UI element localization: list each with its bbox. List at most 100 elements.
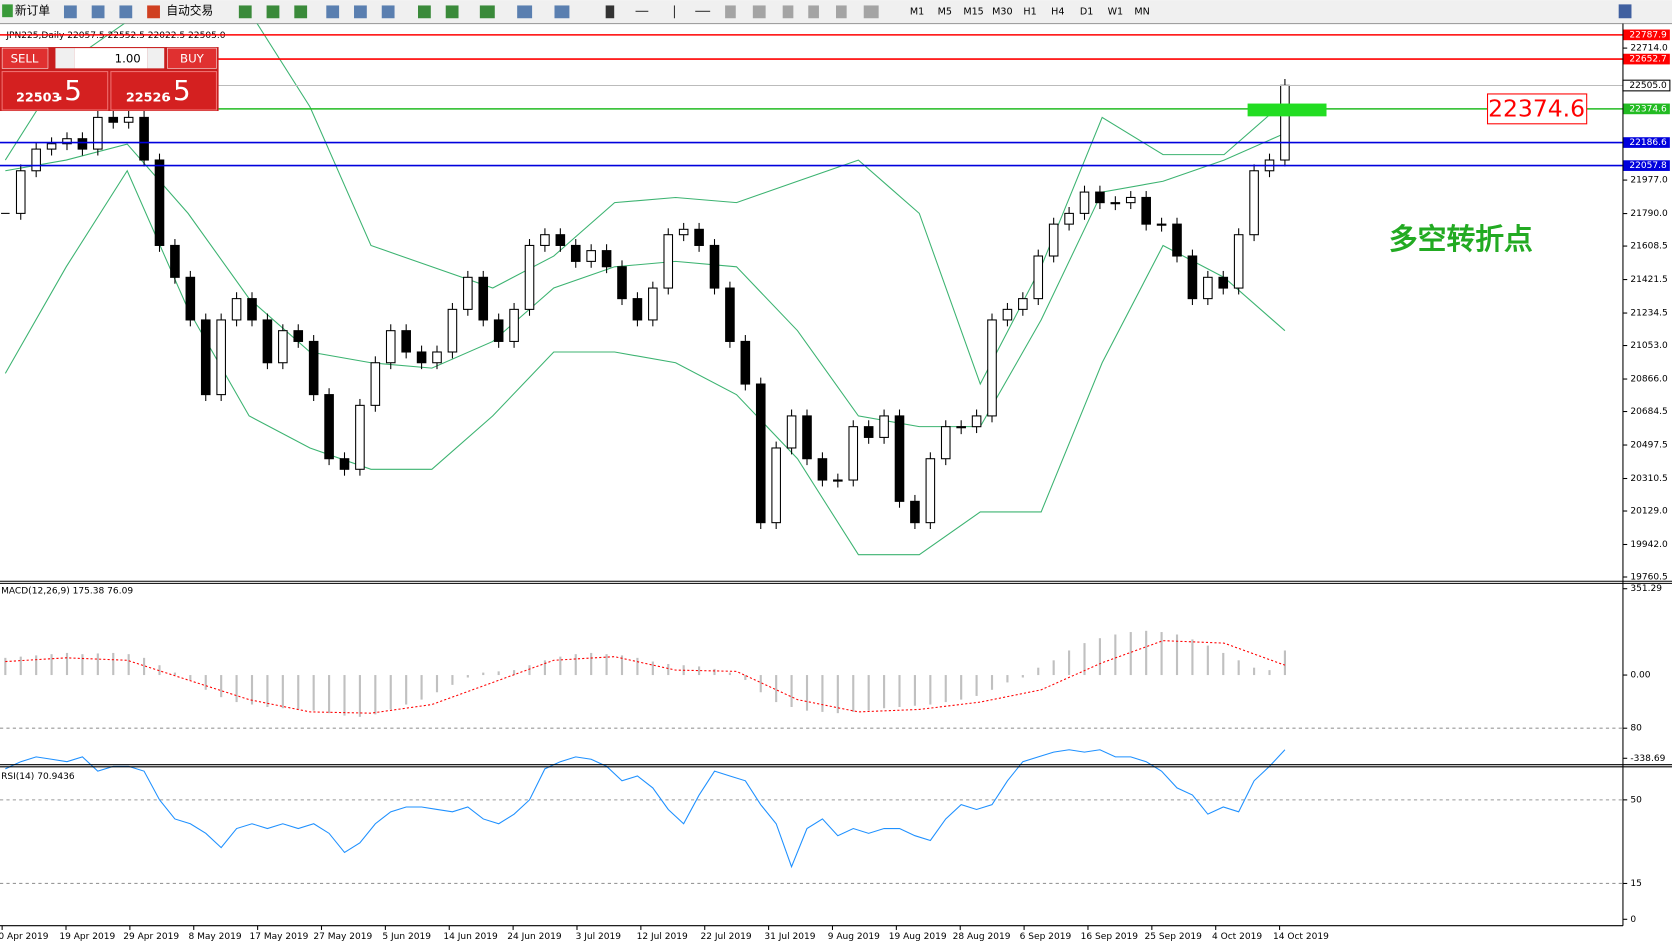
candle	[416, 351, 427, 364]
level-callout-box	[1486, 93, 1588, 125]
candle	[1172, 223, 1182, 257]
buy-button[interactable]	[167, 47, 217, 69]
candle	[1187, 255, 1198, 300]
candle	[1079, 191, 1090, 214]
candle	[863, 426, 874, 438]
candle	[1249, 170, 1259, 236]
volume-down[interactable]	[55, 48, 75, 69]
candle	[1002, 308, 1013, 321]
candle	[447, 308, 458, 353]
band-lower	[4, 169, 1286, 556]
candle	[648, 287, 658, 321]
candle	[139, 116, 149, 161]
panel-line	[0, 727, 1623, 884]
timeframe[interactable]: W1	[1108, 6, 1124, 17]
y-tick-label: 20129.0	[1630, 507, 1668, 517]
sell-button[interactable]	[1, 47, 49, 69]
date-label: 31 Jul 2019	[764, 932, 815, 942]
candle	[216, 319, 226, 396]
candle	[293, 330, 304, 342]
date-label: 5 Jun 2019	[382, 932, 431, 942]
candle	[463, 276, 473, 310]
date-label: 3 Jul 2019	[576, 932, 622, 942]
candle	[817, 458, 828, 481]
level-label: 22186.6	[1629, 138, 1667, 148]
y-tick-label: 21608.5	[1630, 242, 1667, 252]
timeframe[interactable]: M1	[910, 6, 924, 17]
candle	[1064, 212, 1074, 225]
date-label: 19 Apr 2019	[59, 932, 115, 942]
level-label: 22374.6	[1629, 104, 1667, 114]
bid-fraction: .5	[55, 74, 81, 107]
ask-price: 22526	[126, 91, 171, 106]
auto-trading[interactable]: 自动交易	[166, 3, 213, 17]
candle	[324, 394, 334, 460]
y-tick-label: 20684.5	[1630, 407, 1667, 417]
candle	[663, 234, 674, 289]
new-order[interactable]: 新订单	[15, 3, 50, 17]
volume-input[interactable]	[74, 48, 148, 69]
order-panel[interactable]: SELL 1.00 BUY 22503 .5 22526 .5	[0, 47, 219, 112]
candle	[355, 404, 365, 470]
candle	[154, 159, 165, 246]
candle	[509, 308, 519, 342]
candle	[1156, 223, 1167, 226]
date-label: 14 Oct 2019	[1273, 932, 1329, 942]
candle	[1095, 191, 1105, 204]
date-label: 22 Jul 2019	[700, 932, 751, 942]
level-label-bg	[1622, 137, 1670, 148]
candle	[1218, 276, 1229, 289]
bid-box[interactable]	[1, 71, 109, 111]
y-tick-label: 21234.5	[1630, 309, 1667, 319]
date-label: 14 Jun 2019	[443, 932, 498, 942]
y-tick-label: 20497.5	[1630, 441, 1667, 451]
date-label: 24 Jun 2019	[507, 932, 562, 942]
level-label-bg	[1622, 103, 1670, 115]
timeframe[interactable]: H4	[1051, 6, 1064, 17]
date-label: 28 Aug 2019	[953, 932, 1011, 942]
y-tick-label: 351.29	[1630, 584, 1662, 594]
y-tick-label: 22714.0	[1630, 44, 1668, 54]
candle	[170, 244, 180, 278]
candle	[185, 276, 196, 321]
y-tick-label: 19942.0	[1630, 540, 1668, 550]
timeframe[interactable]: D1	[1080, 6, 1093, 17]
candle	[570, 244, 581, 262]
volume-up[interactable]	[147, 48, 165, 69]
candle	[401, 330, 411, 353]
timeframe[interactable]: H1	[1023, 6, 1036, 17]
candle	[1233, 234, 1244, 289]
candle	[93, 116, 103, 150]
annotation: 多空转折点	[1389, 222, 1533, 256]
candle	[755, 383, 766, 524]
ask-box[interactable]	[110, 71, 217, 111]
candle	[601, 250, 612, 268]
level-label-bg	[1622, 53, 1670, 65]
ask-fraction: .5	[164, 74, 190, 107]
candle	[262, 319, 273, 364]
candle	[740, 340, 751, 385]
y-tick-label: 21790.0	[1630, 209, 1668, 219]
timeframe[interactable]: MN	[1134, 6, 1149, 17]
date-label: 17 May 2019	[249, 932, 308, 942]
candle	[586, 250, 596, 262]
sell-label[interactable]: SELL	[11, 51, 39, 65]
candle	[1018, 298, 1028, 310]
date-label: 8 May 2019	[188, 932, 241, 942]
y-tick-label: 21421.5	[1630, 275, 1667, 285]
candle	[987, 319, 997, 417]
candle	[231, 298, 242, 321]
candle	[77, 138, 88, 150]
timeframe[interactable]: M5	[938, 6, 952, 17]
buy-label[interactable]: BUY	[180, 51, 205, 65]
band-upper	[4, 23, 1286, 386]
toolbar-icons	[63, 4, 1632, 19]
timeframe[interactable]: M15	[963, 6, 983, 17]
volume-value[interactable]: 1.00	[115, 51, 141, 65]
y-tick-label: 21053.0	[1630, 341, 1668, 351]
candle	[1280, 84, 1290, 161]
timeframe[interactable]: M30	[992, 6, 1012, 17]
candle	[956, 426, 966, 429]
candle	[940, 426, 951, 460]
